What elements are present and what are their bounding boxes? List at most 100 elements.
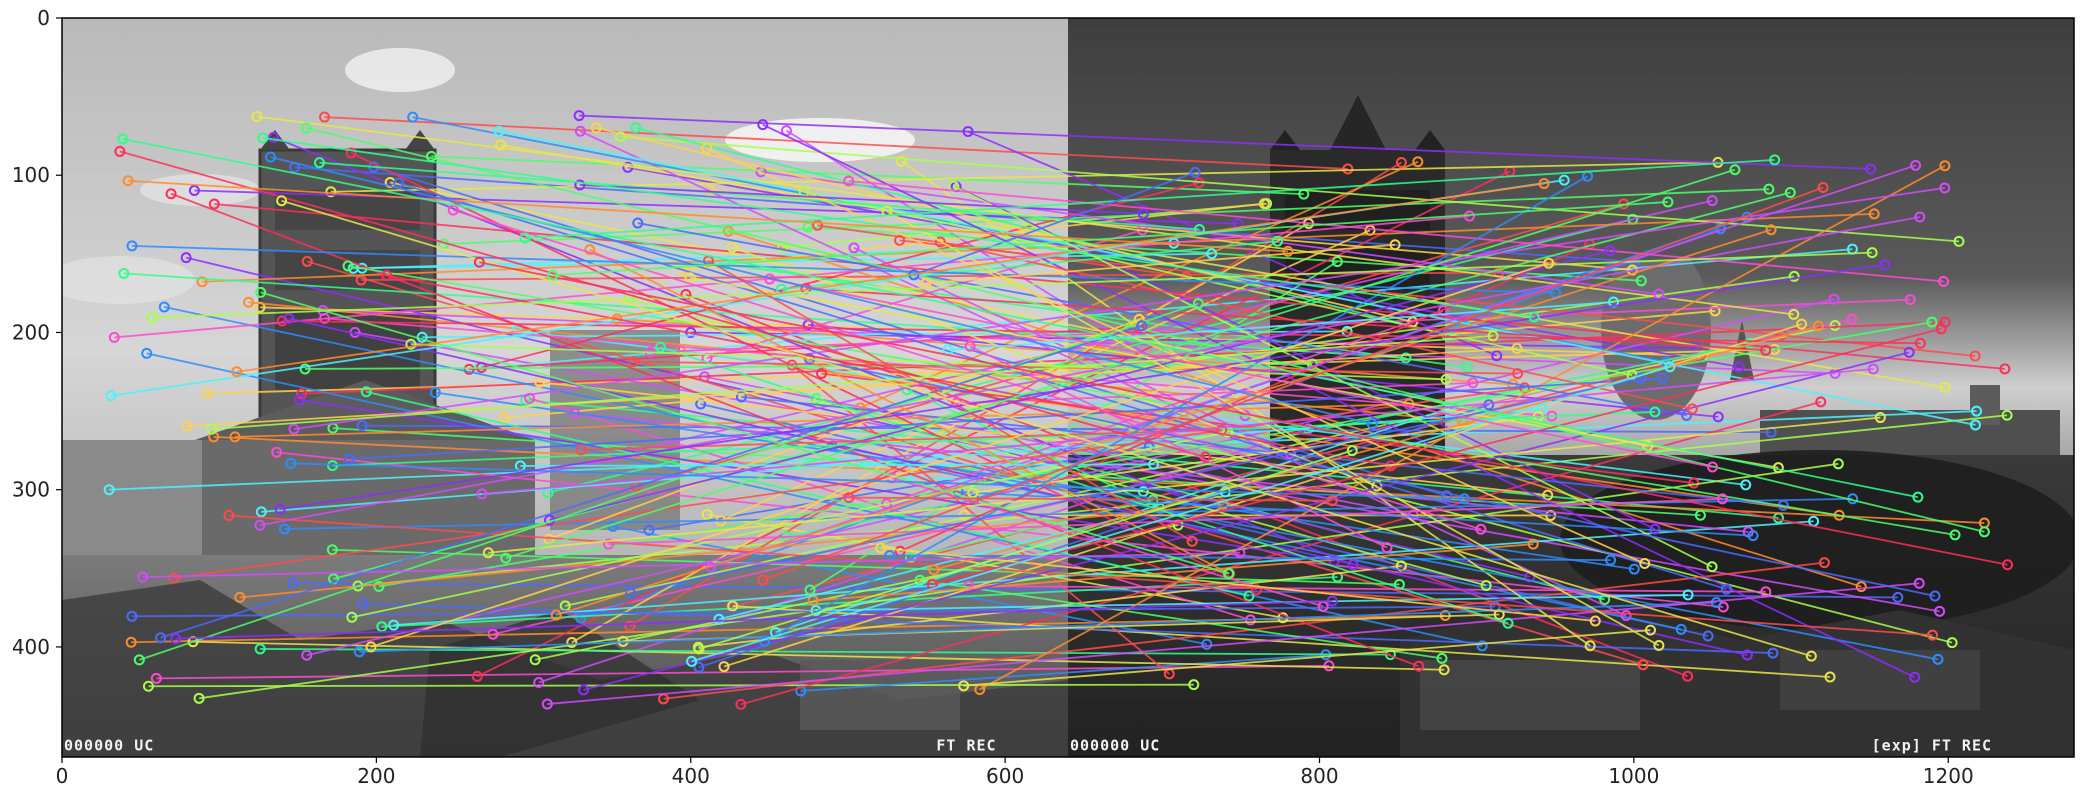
keypoint-left <box>632 217 644 229</box>
match-line <box>479 261 2008 566</box>
keypoint-left <box>643 524 655 536</box>
keypoint-left <box>735 698 747 710</box>
keypoint-right <box>1784 187 1796 199</box>
keypoint-left <box>795 685 807 697</box>
keypoint-left <box>122 175 134 187</box>
keypoint-left <box>223 509 235 521</box>
keypoint-right <box>1258 198 1270 210</box>
match-line <box>139 302 1199 661</box>
match-line <box>236 182 1545 373</box>
match-line <box>332 427 1701 517</box>
keypoint-right <box>1767 647 1779 659</box>
overlay-label: 000000 UC <box>64 737 154 755</box>
keypoint-right <box>1487 330 1499 342</box>
keypoint-right <box>1707 461 1719 473</box>
keypoint-right <box>1675 623 1687 635</box>
match-line <box>324 317 1552 418</box>
keypoint-left <box>360 386 372 398</box>
match-line <box>963 629 1651 687</box>
match-line <box>800 653 1326 692</box>
keypoint-left <box>276 195 288 207</box>
keypoint-left <box>812 219 824 231</box>
keypoint-right <box>1413 660 1425 672</box>
keypoint-left <box>254 519 266 531</box>
keypoint-left <box>757 119 769 131</box>
match-line <box>349 377 1663 460</box>
keypoint-left <box>296 388 308 400</box>
keypoint-right <box>1949 529 1961 541</box>
keypoint-left <box>255 286 267 298</box>
match-line <box>637 222 1687 417</box>
match-line <box>435 391 1635 571</box>
match-line <box>547 582 1920 705</box>
keypoint-left <box>276 315 288 327</box>
match-line <box>764 175 1588 643</box>
keypoint-left <box>155 632 167 644</box>
match-line <box>301 321 1946 395</box>
keypoint-right <box>1969 350 1981 362</box>
x-tick-label: 0 <box>56 764 69 788</box>
match-line <box>381 576 1338 628</box>
keypoint-left <box>625 587 637 599</box>
keypoint-right <box>1476 640 1488 652</box>
keypoint-right <box>1706 561 1718 573</box>
keypoint-left <box>547 269 559 281</box>
match-line <box>608 497 1723 546</box>
y-axis: 0 100 200 300 400 <box>12 6 62 659</box>
match-line <box>803 190 1633 377</box>
keypoint-left <box>356 420 368 432</box>
keypoint-right <box>1866 247 1878 259</box>
keypoint-right <box>1706 195 1718 207</box>
keypoint-right <box>1969 419 1981 431</box>
keypoint-left <box>265 151 277 163</box>
keypoint-right <box>1467 377 1479 389</box>
keypoint-right <box>1635 275 1647 287</box>
feature-matches <box>103 110 2014 710</box>
keypoint-left <box>498 412 510 424</box>
keypoint-right <box>1395 156 1407 168</box>
keypoint-right <box>1649 406 1661 418</box>
match-line <box>152 251 1873 319</box>
keypoint-left <box>812 396 824 408</box>
keypoint-right <box>1440 373 1452 385</box>
keypoint-left <box>494 139 506 151</box>
match-line <box>306 298 1835 657</box>
match-line <box>290 462 1465 500</box>
keypoint-left <box>137 571 149 583</box>
keypoint-right <box>1216 424 1228 436</box>
x-tick-label: 600 <box>986 764 1024 788</box>
match-line <box>979 164 1946 691</box>
keypoint-right <box>1542 489 1554 501</box>
keypoint-right <box>1832 458 1844 470</box>
keypoint-right <box>1686 403 1698 415</box>
keypoint-left <box>534 376 546 388</box>
keypoint-left <box>473 256 485 268</box>
keypoint-right <box>1502 617 1514 629</box>
match-line <box>114 215 1470 339</box>
keypoint-right <box>1604 245 1616 257</box>
keypoint-right <box>1461 361 1473 373</box>
keypoint-left <box>319 111 331 123</box>
keypoint-right <box>1934 605 1946 617</box>
match-line <box>913 171 1196 276</box>
match-line <box>228 514 1933 637</box>
match-line <box>373 166 1447 497</box>
keypoint-right <box>1637 659 1649 671</box>
keypoint-left <box>188 185 200 197</box>
keypoint-left <box>299 363 311 375</box>
keypoint-right <box>1953 235 1965 247</box>
keypoint-right <box>1605 554 1617 566</box>
keypoint-right <box>1251 584 1263 596</box>
keypoint-left <box>146 311 158 323</box>
y-tick-label: 100 <box>12 163 50 187</box>
keypoint-right <box>1914 337 1926 349</box>
keypoint-left <box>257 132 269 144</box>
match-line <box>579 114 1871 170</box>
keypoint-right <box>1909 671 1921 683</box>
keypoint-right <box>1747 530 1759 542</box>
keypoint-right <box>1910 159 1922 171</box>
y-tick-label: 300 <box>12 478 50 502</box>
match-line <box>660 346 1509 625</box>
keypoint-right <box>1192 298 1204 310</box>
keypoint-left <box>196 276 208 288</box>
